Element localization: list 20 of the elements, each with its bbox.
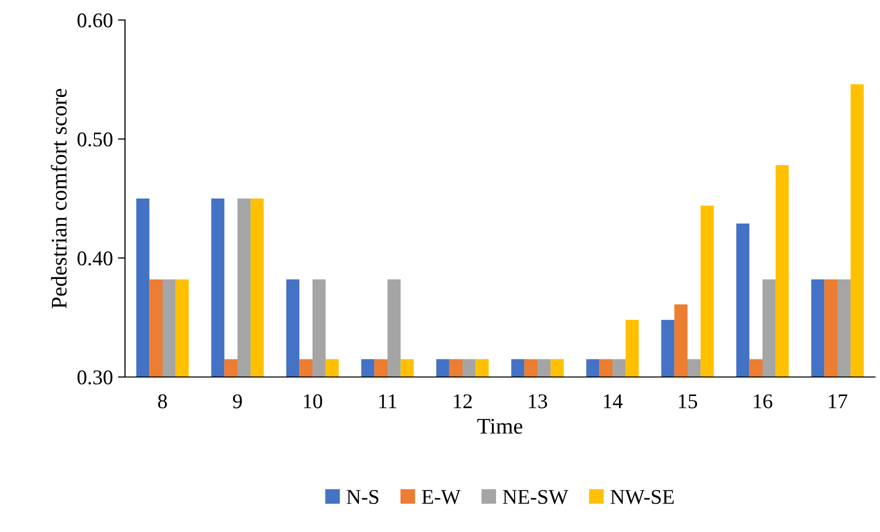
x-tick-label: 13 xyxy=(528,394,548,408)
legend-label: NE-SW xyxy=(502,490,568,504)
x-tick-label: 10 xyxy=(304,394,322,408)
x-tick-label: 9 xyxy=(232,394,242,408)
x-tick-label: 16 xyxy=(754,394,772,408)
x-tick-label: 11 xyxy=(379,394,396,408)
y-tick-label: 0.50 xyxy=(78,132,112,147)
x-tick-label: 15 xyxy=(678,394,698,408)
y-tick-label: 0.40 xyxy=(78,251,112,266)
legend-label: N-S xyxy=(346,490,378,504)
x-tick-label: 14 xyxy=(604,394,623,408)
x-tick-label: 12 xyxy=(454,394,472,408)
y-tick-label: 0.30 xyxy=(78,370,112,385)
x-axis-title: Time xyxy=(477,418,522,434)
x-tick-label: 8 xyxy=(158,394,167,408)
legend-label: E-W xyxy=(422,490,461,504)
x-tick-label: 17 xyxy=(828,394,848,408)
y-tick-label: 0.60 xyxy=(78,13,112,28)
legend-label: NW-SE xyxy=(610,490,674,504)
y-axis-title: Pedestrian comfort score xyxy=(50,88,67,308)
